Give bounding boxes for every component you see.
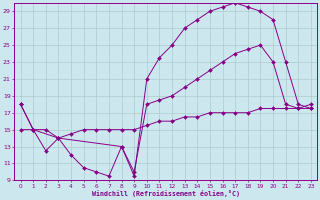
X-axis label: Windchill (Refroidissement éolien,°C): Windchill (Refroidissement éolien,°C): [92, 190, 240, 197]
